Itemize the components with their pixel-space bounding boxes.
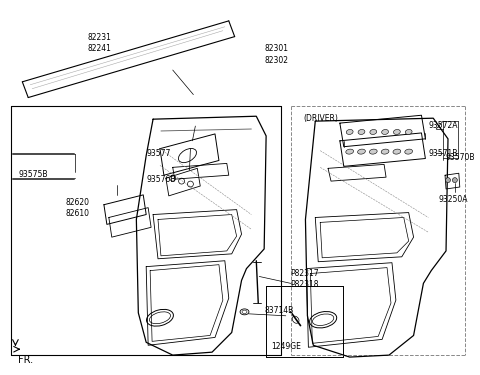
Text: 93570B: 93570B <box>445 153 475 162</box>
Text: FR.: FR. <box>18 355 34 365</box>
Ellipse shape <box>358 149 365 154</box>
Ellipse shape <box>381 149 389 154</box>
Text: 93572A: 93572A <box>428 121 458 130</box>
Text: 93576B: 93576B <box>146 175 176 184</box>
Ellipse shape <box>382 129 388 135</box>
Text: 1249GE: 1249GE <box>271 342 301 351</box>
Ellipse shape <box>370 149 377 154</box>
Text: 93577: 93577 <box>146 148 170 158</box>
Text: 93571B: 93571B <box>428 148 458 158</box>
Circle shape <box>445 178 450 183</box>
Ellipse shape <box>358 129 365 135</box>
Text: 93250A: 93250A <box>438 195 468 204</box>
Text: (DRIVER): (DRIVER) <box>303 114 338 123</box>
Circle shape <box>453 178 457 183</box>
Ellipse shape <box>370 129 377 135</box>
Ellipse shape <box>346 149 354 154</box>
Ellipse shape <box>405 149 413 154</box>
Ellipse shape <box>394 129 400 135</box>
Text: 83714B: 83714B <box>264 306 293 315</box>
Ellipse shape <box>393 149 401 154</box>
Ellipse shape <box>405 129 412 135</box>
Text: 93575B: 93575B <box>18 170 48 179</box>
Text: P82317
P82318: P82317 P82318 <box>291 268 319 289</box>
Text: 82301
82302: 82301 82302 <box>264 45 288 64</box>
Ellipse shape <box>346 129 353 135</box>
Text: 82620
82610: 82620 82610 <box>66 198 90 218</box>
Text: 82231
82241: 82231 82241 <box>87 33 111 53</box>
